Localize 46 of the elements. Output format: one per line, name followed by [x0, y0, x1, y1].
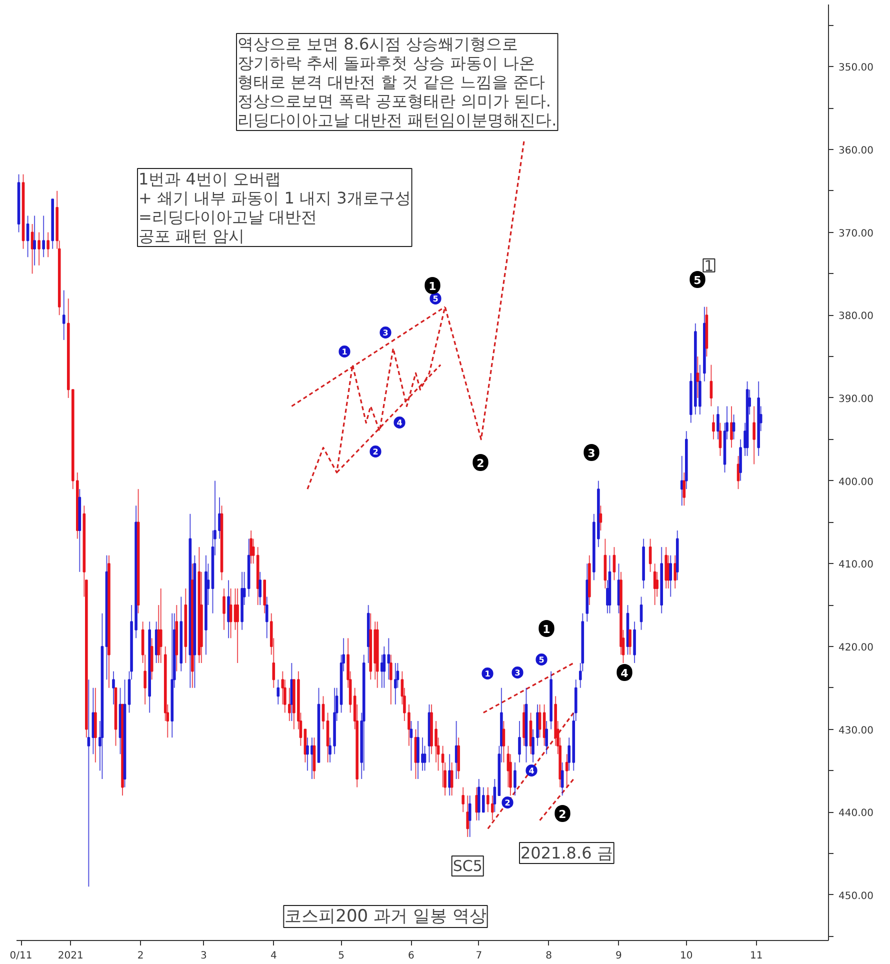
x-tick-label: 10: [680, 950, 693, 962]
annotation: 1: [542, 623, 550, 636]
annotation: 5: [694, 274, 702, 287]
annotation: SC5: [452, 856, 482, 875]
annotation: 3: [382, 328, 388, 338]
y-tick-label: 440.00: [838, 808, 874, 820]
annotation: 1: [484, 670, 491, 678]
annotation: 3: [514, 668, 520, 678]
annotation: 1번과 4번이 오버랩 + 쇄기 내부 파동이 1 내지 3개로구성 =리딩다이아고날 대반전 공포 패턴 암시: [138, 170, 411, 246]
x-tick-label: 2021: [58, 950, 84, 962]
annotation: 1: [428, 280, 436, 293]
x-tick-label: 11: [750, 950, 763, 962]
annotation: 5: [432, 294, 439, 304]
x-tick-label: 6: [408, 950, 414, 962]
annotation: 5: [538, 656, 545, 664]
annotation: 1: [342, 348, 348, 356]
y-tick-label: 380.00: [838, 311, 874, 322]
annotation: 2: [558, 808, 566, 821]
annotation: 역상으로 보면 8.6시점 상승쐐기형으로 장기하락 추세 돌파후첫 상승 파동이 나온 형태로 본격 대반전 할 것 같은 느낌을 준다 정상으로보면 폭락 공포형태란 의미가 된다. 리딩다이아고날 대반전 패턴임이분명해진다.: [238, 34, 557, 130]
y-tick-label: 410.00: [838, 560, 874, 571]
x-tick-label: 8: [546, 950, 552, 962]
x-tick-label: 4: [270, 950, 277, 962]
x-tick-label: 0/11: [10, 950, 32, 962]
x-tick-label: 3: [200, 950, 207, 962]
y-tick-label: 390.00: [838, 394, 874, 405]
y-tick-label: 420.00: [838, 642, 874, 654]
annotation: 1: [704, 256, 714, 275]
y-tick-label: 400.00: [838, 476, 874, 488]
x-tick-label: 7: [476, 950, 482, 962]
x-tick-label: 5: [338, 950, 344, 962]
y-tick-label: 430.00: [838, 725, 874, 736]
text: 코스피200 과거 일봉 역상: [284, 906, 486, 926]
annotation: 4: [620, 667, 629, 680]
annotation: 2021.8.6 금: [520, 844, 613, 862]
annotation: 4: [396, 418, 403, 428]
annotation: 4: [528, 766, 535, 776]
y-tick-label: 360.00: [838, 145, 874, 156]
x-tick-label: 9: [616, 950, 622, 962]
annotation: 2: [504, 798, 510, 808]
y-tick-label: 450.00: [838, 890, 874, 902]
y-tick-label: 350.00: [838, 62, 874, 74]
y-tick-label: 370.00: [838, 228, 874, 240]
annotation: 2: [372, 448, 378, 456]
annotation: 3: [588, 447, 596, 460]
annotation: 2: [476, 457, 484, 470]
x-tick-label: 2: [137, 950, 144, 962]
